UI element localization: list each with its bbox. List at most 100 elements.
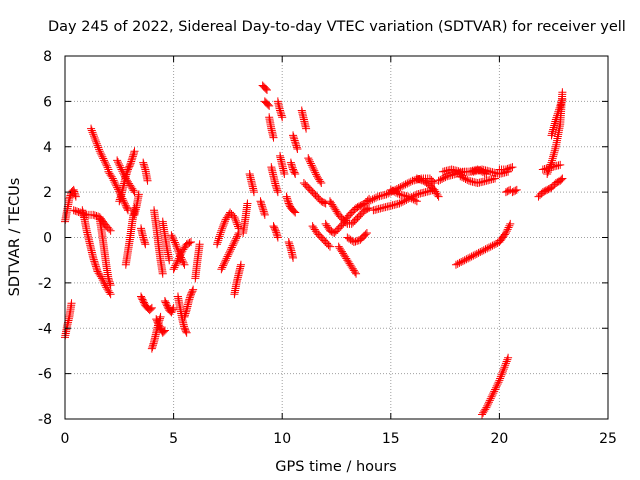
data-point xyxy=(289,131,298,140)
data-point xyxy=(505,221,514,230)
data-point xyxy=(229,239,238,248)
data-point xyxy=(302,124,311,133)
data-point xyxy=(546,160,555,169)
x-tick-label: 15 xyxy=(382,431,400,447)
data-point xyxy=(395,199,404,208)
data-point xyxy=(401,180,410,189)
data-point xyxy=(122,170,131,179)
data-point xyxy=(552,113,561,122)
data-point xyxy=(121,172,130,181)
data-point xyxy=(96,272,105,281)
data-point xyxy=(287,160,296,169)
data-point xyxy=(548,127,557,136)
data-point xyxy=(500,230,509,239)
data-point xyxy=(370,194,379,203)
data-point xyxy=(140,162,149,171)
data-point xyxy=(491,174,500,183)
data-point xyxy=(555,103,564,112)
data-point xyxy=(236,260,245,269)
data-point xyxy=(126,159,135,168)
data-point xyxy=(228,241,237,250)
data-point xyxy=(363,204,372,213)
data-point xyxy=(496,374,505,383)
data-point xyxy=(88,128,97,137)
data-point xyxy=(455,258,464,267)
data-point xyxy=(498,368,507,377)
data-point xyxy=(501,165,510,174)
data-point xyxy=(490,240,499,249)
data-point xyxy=(105,225,114,234)
data-point xyxy=(500,363,509,372)
data-point xyxy=(503,355,512,364)
data-point xyxy=(545,164,554,173)
data-point xyxy=(129,150,138,159)
data-point xyxy=(551,115,560,124)
data-point xyxy=(556,101,565,110)
data-point xyxy=(71,206,80,215)
data-point xyxy=(285,239,294,248)
data-point xyxy=(134,190,143,199)
data-point xyxy=(349,238,358,247)
data-point xyxy=(550,146,559,155)
data-point xyxy=(218,224,227,233)
data-point xyxy=(89,130,98,139)
data-point xyxy=(115,161,124,170)
data-point xyxy=(116,193,125,202)
data-point xyxy=(66,191,75,200)
data-point xyxy=(474,248,483,257)
data-point xyxy=(550,121,559,130)
data-point xyxy=(434,176,443,185)
data-point xyxy=(490,387,499,396)
data-point xyxy=(438,174,447,183)
data-point xyxy=(231,216,240,225)
data-point xyxy=(130,188,139,197)
data-point xyxy=(548,129,557,138)
data-point xyxy=(218,222,227,231)
data-point xyxy=(258,204,267,213)
data-point xyxy=(462,255,471,264)
data-point xyxy=(550,119,559,128)
data-point xyxy=(125,162,134,171)
data-point xyxy=(69,206,78,215)
data-point xyxy=(464,254,473,263)
data-point xyxy=(215,232,224,241)
data-point xyxy=(491,385,500,394)
data-point xyxy=(93,265,102,274)
data-point xyxy=(272,230,281,239)
data-point xyxy=(310,166,319,175)
data-point xyxy=(480,169,489,178)
data-point xyxy=(92,211,101,220)
data-point xyxy=(403,179,412,188)
data-point xyxy=(504,223,513,232)
data-point xyxy=(306,159,315,168)
data-point xyxy=(557,98,566,107)
data-point xyxy=(317,179,326,188)
data-point xyxy=(233,220,242,229)
x-axis-label: GPS time / hours xyxy=(275,459,396,475)
data-point xyxy=(182,307,191,316)
data-point xyxy=(399,181,408,190)
data-point xyxy=(551,144,560,153)
data-point xyxy=(257,198,266,207)
data-point xyxy=(482,169,491,178)
data-point xyxy=(107,172,116,181)
data-point xyxy=(147,344,156,353)
data-point xyxy=(93,141,102,150)
data-point xyxy=(259,207,268,216)
data-point xyxy=(273,188,282,197)
data-point xyxy=(233,230,242,239)
data-point xyxy=(106,290,115,299)
data-point xyxy=(277,111,286,120)
data-point xyxy=(90,211,99,220)
data-point xyxy=(185,238,194,247)
data-point xyxy=(461,174,470,183)
data-point xyxy=(184,297,193,306)
data-point xyxy=(172,259,181,268)
data-point xyxy=(502,227,511,236)
data-point xyxy=(491,239,500,248)
data-point xyxy=(181,311,190,320)
data-point xyxy=(259,205,268,214)
data-point xyxy=(362,228,371,237)
data-point xyxy=(504,353,513,362)
